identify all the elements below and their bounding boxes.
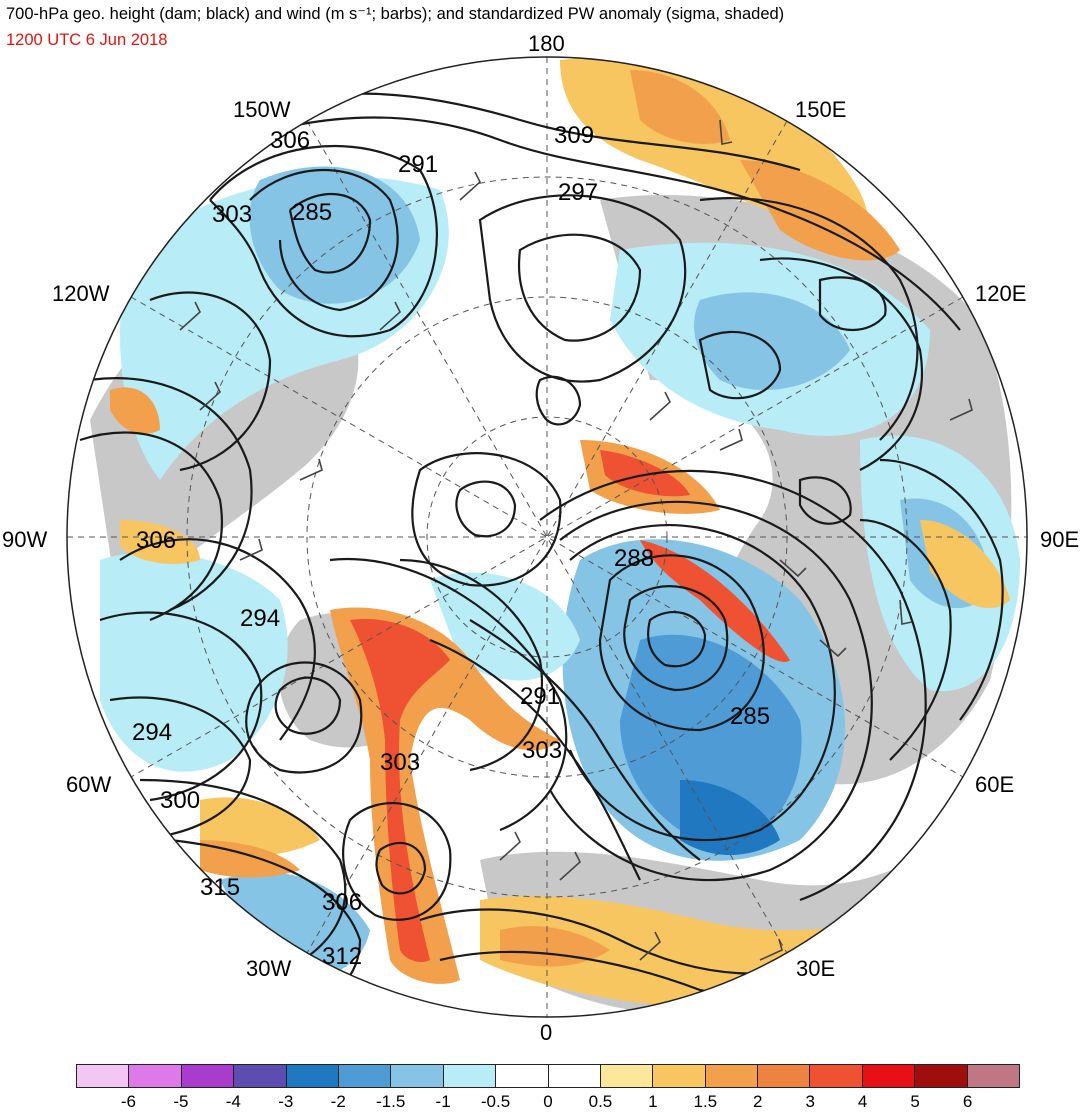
- lon-label-0: 0: [540, 1020, 553, 1045]
- contour-label: 306: [136, 527, 176, 554]
- colorbar-tick-label: 0.5: [588, 1092, 613, 1111]
- contour-label: 312: [322, 943, 362, 970]
- colorbar-swatch: [548, 1065, 601, 1087]
- lon-label-60w: 60W: [66, 772, 112, 797]
- contour-label: 306: [270, 127, 310, 154]
- lon-label-30w: 30W: [246, 956, 292, 981]
- lon-label-90w: 90W: [2, 527, 48, 552]
- contour-label: 288: [614, 545, 654, 572]
- colorbar-swatch: [286, 1065, 339, 1087]
- colorbar-swatch: [758, 1065, 811, 1087]
- contour-label: 309: [554, 122, 594, 149]
- colorbar-swatch: [862, 1065, 916, 1087]
- lon-label-120w: 120W: [52, 281, 110, 306]
- lon-label-180: 180: [528, 31, 565, 56]
- map-border: [66, 56, 1028, 1018]
- colorbar: [76, 1064, 1020, 1088]
- lon-label-150w: 150W: [233, 97, 291, 122]
- colorbar-swatch: [967, 1065, 1020, 1087]
- contour-label: 291: [520, 683, 560, 710]
- contour-label: 294: [240, 605, 280, 632]
- contour-label: 303: [380, 749, 420, 776]
- colorbar-tick-label: 6: [962, 1092, 973, 1111]
- colorbar-tick-label: 1.5: [693, 1092, 718, 1111]
- colorbar-swatch: [129, 1065, 182, 1087]
- contour-label: 294: [132, 719, 172, 746]
- colorbar-swatch: [600, 1065, 654, 1087]
- colorbar-tick-label: -1: [435, 1092, 451, 1111]
- contour-label: 306: [322, 889, 362, 916]
- colorbar-swatch: [391, 1065, 444, 1087]
- contour-label-group: 306 291 297 309 303 285 306 288 294 291 …: [132, 122, 770, 970]
- lon-label-90e: 90E: [1040, 527, 1080, 552]
- map-title: 700-hPa geo. height (dam; black) and win…: [6, 5, 785, 23]
- colorbar-swatch: [653, 1065, 706, 1087]
- contour-label: 300: [160, 787, 200, 814]
- colorbar-swatch: [496, 1065, 549, 1087]
- colorbar-swatch: [181, 1065, 235, 1087]
- colorbar-tick-label: -1.5: [376, 1092, 406, 1111]
- colorbar-tick-label: -5: [173, 1092, 189, 1111]
- colorbar-tick-label: 3: [805, 1092, 815, 1111]
- contour-label: 303: [522, 737, 562, 764]
- contour-label: 285: [292, 199, 332, 226]
- lon-label-30e: 30E: [796, 956, 836, 981]
- contour-label: 285: [730, 703, 770, 730]
- colorbar-swatch: [234, 1065, 287, 1087]
- height-contours: [79, 92, 1004, 1012]
- colorbar-tick-label: 0: [543, 1092, 553, 1111]
- colorbar-tick-label: -6: [120, 1092, 136, 1111]
- colorbar-tick-label: 5: [910, 1092, 920, 1111]
- contour-label: 315: [200, 874, 240, 901]
- contour-label: 291: [398, 151, 438, 178]
- colorbar-tick-label: -4: [225, 1092, 241, 1111]
- lon-label-60e: 60E: [975, 772, 1015, 797]
- colorbar-swatch: [810, 1065, 863, 1087]
- colorbar-tick-label: 2: [753, 1092, 763, 1111]
- wind-barbs: [179, 119, 973, 961]
- colorbar-tick-label: -2: [330, 1092, 346, 1111]
- colorbar-swatch: [443, 1065, 497, 1087]
- colorbar-swatch: [77, 1065, 130, 1087]
- colorbar-tick-label: 4: [857, 1092, 868, 1111]
- lon-label-120e: 120E: [975, 281, 1027, 306]
- colorbar-swatch: [915, 1065, 968, 1087]
- colorbar-swatch: [338, 1065, 392, 1087]
- colorbar-tick-label: -0.5: [480, 1092, 511, 1111]
- colorbar-swatch: [705, 1065, 759, 1087]
- colorbar-tick-label: 1: [648, 1092, 658, 1111]
- map-datetime: 1200 UTC 6 Jun 2018: [6, 31, 168, 49]
- contour-label: 297: [558, 179, 598, 206]
- polar-stereographic-map: 306 291 297 309 303 285 306 288 294 291 …: [66, 56, 1028, 1018]
- contour-label: 303: [212, 201, 252, 228]
- colorbar-tick-label: -3: [278, 1092, 294, 1111]
- colorbar-ticks: -6 -5 -4 -3 -2 -1.5 -1 -0.5 0 0.5 1 1.5 2 3 4 5 6: [76, 1092, 1020, 1112]
- lon-label-150e: 150E: [795, 97, 847, 122]
